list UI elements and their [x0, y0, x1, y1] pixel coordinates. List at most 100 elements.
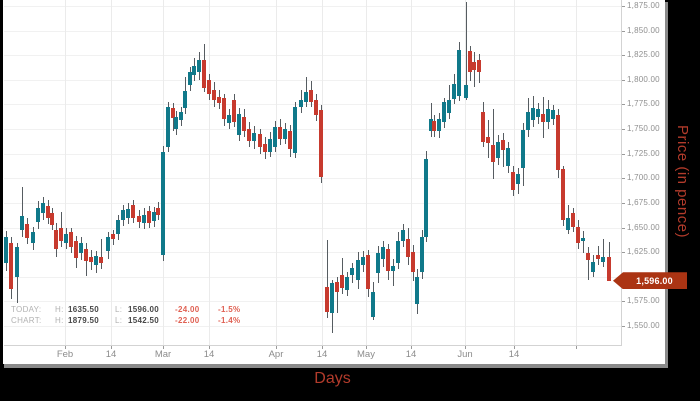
y-axis-label: 1,550.00	[627, 321, 660, 330]
candle-body-down	[468, 51, 472, 72]
candle-body-up	[356, 260, 360, 280]
price-marker-value: 1,596.00	[636, 275, 673, 286]
candle-body-up	[424, 158, 428, 238]
x-axis-tick	[465, 345, 466, 349]
candle-body-down	[314, 99, 318, 116]
candle-body-up	[521, 130, 525, 169]
candle-body-down	[171, 108, 175, 119]
candle-body-down	[137, 215, 141, 222]
candle-body-down	[288, 131, 292, 149]
legend-chart-low-value: 1542.50	[128, 316, 160, 325]
candle-body-up	[381, 247, 385, 260]
candle-body-down	[25, 223, 29, 239]
y-axis-label: 1,825.00	[627, 50, 660, 60]
candle-body-down	[325, 286, 329, 313]
candle-body-down	[472, 62, 476, 70]
legend-today-high-value: 1635.50	[68, 305, 100, 314]
candle-body-up	[361, 257, 365, 265]
candle-body-up	[345, 276, 349, 290]
candle-body-up	[420, 237, 424, 272]
candle-body-down	[74, 241, 78, 259]
y-axis-label: 1,750.00	[627, 124, 660, 134]
candle-body-down	[477, 60, 481, 72]
candle-body-down	[69, 232, 73, 248]
candle-body-up	[116, 219, 120, 235]
h-gridline	[4, 30, 621, 32]
chart-legend: TODAY: H: 1635.50 L: 1596.00 -24.00 -1.5…	[11, 304, 261, 326]
candle-body-up	[581, 238, 585, 242]
candle-body-up	[161, 151, 165, 256]
candle-body-up	[20, 215, 24, 231]
candle-body-down	[432, 121, 436, 132]
candle-body-down	[340, 274, 344, 288]
y-axis-label: 1,875.00	[627, 1, 660, 10]
candle-body-down	[59, 227, 63, 242]
candle-body-up	[531, 108, 535, 121]
candle-body-up	[452, 83, 456, 99]
y-axis-label: 1,650.00	[627, 222, 660, 232]
y-axis-line	[621, 0, 622, 346]
candle-body-down	[491, 144, 495, 162]
x-axis-line	[4, 345, 622, 346]
candle-body-up	[15, 247, 19, 277]
v-gridline	[209, 0, 210, 345]
candle-body-down	[541, 114, 545, 123]
x-axis-title: Days	[0, 370, 665, 388]
candle-body-down	[50, 212, 54, 225]
candle-body-down	[586, 253, 590, 261]
candle-body-up	[401, 229, 405, 242]
candle-body-down	[202, 60, 206, 88]
candle-wick	[337, 276, 338, 314]
y-axis-label: 1,775.00	[627, 99, 660, 109]
candle-wick	[22, 187, 23, 238]
legend-chart-high-value: 1879.50	[68, 316, 100, 325]
h-gridline	[4, 276, 621, 278]
candle-body-down	[309, 89, 313, 102]
candle-body-down	[486, 136, 490, 143]
legend-chart-high-key: H:	[55, 316, 64, 325]
x-axis-label: Mar	[154, 349, 172, 360]
v-gridline	[65, 0, 66, 345]
candle-body-down	[335, 281, 339, 292]
plot-area[interactable]: 1,875.00 1,850.00 1,825.00 1,800.00 1,775.00…	[3, 0, 665, 364]
h-gridline	[4, 104, 621, 106]
y-axis-tick	[621, 129, 625, 131]
h-gridline	[4, 153, 621, 155]
candle-body-up	[192, 66, 196, 75]
candle-wick	[327, 240, 328, 319]
x-axis-tick	[276, 345, 277, 349]
h-gridline	[4, 301, 621, 303]
x-axis-tick	[65, 345, 66, 349]
candle-wick	[603, 239, 604, 267]
candle-body-up	[166, 107, 170, 147]
candle-body-down	[99, 257, 103, 263]
candle-body-down	[212, 89, 216, 100]
x-axis-tick	[366, 345, 367, 349]
h-gridline	[4, 55, 621, 57]
x-axis-tick	[209, 345, 210, 349]
candle-body-down	[9, 243, 13, 289]
y-axis-title-text: Price (in pence)	[674, 125, 691, 239]
candle-wick	[101, 239, 102, 269]
candle-body-down	[247, 129, 251, 141]
candle-body-down	[561, 169, 565, 220]
candle-body-up	[304, 91, 308, 102]
candle-body-down	[571, 212, 575, 227]
candle-body-up	[183, 90, 187, 109]
candle-body-up	[36, 207, 40, 222]
candle-body-down	[386, 249, 390, 271]
h-gridline	[4, 227, 621, 229]
candle-body-down	[222, 97, 226, 120]
candle-body-up	[591, 262, 595, 272]
legend-row-today: TODAY: H: 1635.50 L: 1596.00 -24.00 -1.5…	[11, 304, 261, 315]
x-axis-tick	[411, 345, 412, 349]
x-axis-label: Jun	[457, 349, 473, 360]
candle-body-up	[179, 112, 183, 121]
v-gridline	[366, 0, 367, 345]
price-marker-tag: 1,596.00	[613, 272, 687, 290]
y-axis-tick	[621, 227, 625, 229]
candle-wick	[583, 231, 584, 254]
candle-body-down	[607, 257, 611, 281]
candle-body-up	[391, 265, 395, 271]
candle-body-up	[273, 127, 277, 147]
